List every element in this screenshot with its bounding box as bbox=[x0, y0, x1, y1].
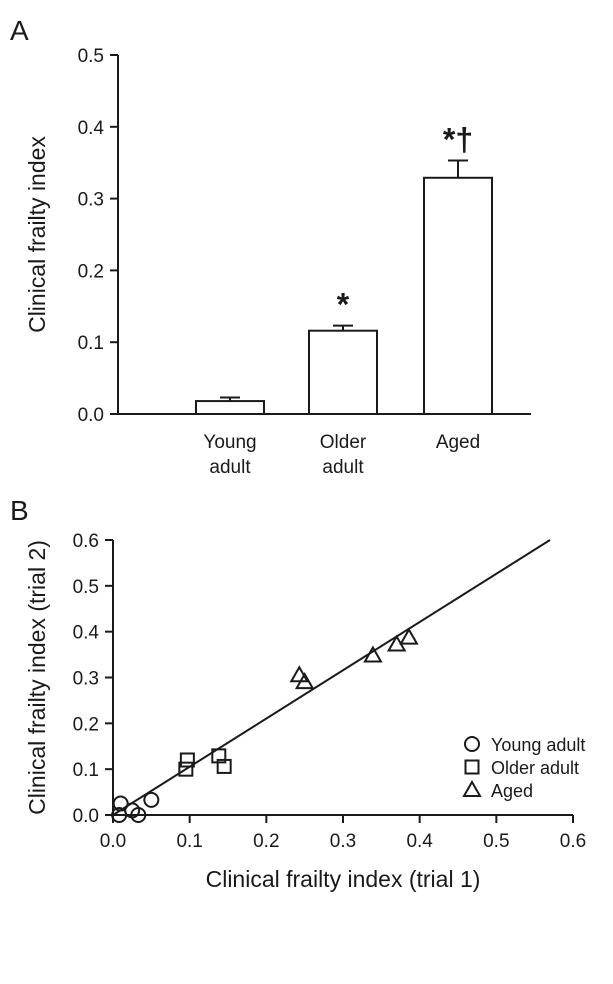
panel-b-point-triangle bbox=[289, 665, 310, 683]
panel-a-category-label-line2: adult bbox=[322, 457, 364, 478]
panel-b-x-tick-label: 0.4 bbox=[406, 831, 433, 852]
panel-b-points bbox=[111, 627, 419, 823]
panel-b-y-tick-label: 0.4 bbox=[73, 623, 100, 644]
panel-b-point-square bbox=[178, 761, 194, 777]
panel-b-axes: 0.0 0.1 0.2 0.3 0.4 0.5 0.6 0.0 0.1 0.2 0.3 0.4 0.5 0… bbox=[73, 531, 587, 852]
panel-a-y-tick-label: 0.5 bbox=[78, 46, 104, 67]
panel-a-bar bbox=[195, 400, 265, 415]
panel-b-legend-marker-square bbox=[464, 759, 480, 775]
panel-b-point-triangle bbox=[363, 645, 383, 663]
panel-b-point-square bbox=[179, 752, 195, 768]
panel-b-x-tick-label: 0.1 bbox=[176, 831, 202, 852]
panel-b-legend-label: Young adult bbox=[491, 735, 585, 755]
panel-a-category-label: Aged bbox=[436, 432, 480, 453]
panel-b-regression-line bbox=[112, 539, 551, 816]
panel-b-y-tick-label: 0.5 bbox=[73, 577, 99, 598]
panel-b-legend-marker-triangle bbox=[462, 779, 482, 797]
panel-b-point-circle bbox=[112, 795, 129, 812]
panel-b-point-triangle bbox=[294, 672, 315, 690]
panel-a-y-tick-label: 0.3 bbox=[78, 190, 104, 211]
panel-b-y-tick-label: 0.3 bbox=[73, 669, 99, 690]
panel-b-x-tick-label: 0.0 bbox=[100, 831, 126, 852]
panel-a-significance-marker: *† bbox=[443, 122, 473, 158]
panel-b-legend-label: Aged bbox=[491, 781, 533, 801]
panel-b-fit-line bbox=[112, 539, 551, 816]
panel-b-legend: Young adult Older adult Aged bbox=[462, 735, 585, 801]
panel-b-y-axis-label: Clinical frailty index (trial 2) bbox=[24, 540, 50, 815]
panel-a-category-label: Young bbox=[203, 432, 256, 453]
panel-b-point-square bbox=[211, 748, 227, 764]
panel-a-y-tick-label: 0.0 bbox=[78, 405, 104, 426]
panel-a-y-tick-label: 0.1 bbox=[78, 333, 104, 354]
panel-a-y-tick-label: 0.2 bbox=[78, 261, 104, 282]
panel-b-point-circle bbox=[143, 791, 160, 808]
panel-b-x-axis-label: Clinical frailty index (trial 1) bbox=[206, 866, 481, 892]
panel-a-bar bbox=[423, 176, 493, 415]
panel-b-x-tick-label: 0.5 bbox=[483, 831, 509, 852]
panel-a-significance-marker: * bbox=[337, 287, 350, 323]
panel-b-y-tick-label: 0.0 bbox=[73, 806, 99, 827]
panel-b-y-tick-label: 0.2 bbox=[73, 714, 99, 735]
panel-b-point-circle bbox=[130, 807, 147, 823]
panel-a-bars: Young adult Older adult * Aged *† bbox=[195, 122, 493, 478]
panel-b-label: B bbox=[10, 495, 29, 526]
panel-b-legend-label: Older adult bbox=[491, 758, 579, 778]
panel-a-bar bbox=[308, 329, 378, 416]
panel-a-bar-chart: A Clinical frailty index 0.0 0.1 0.2 0.3 0.4… bbox=[10, 15, 531, 478]
panel-a-label: A bbox=[10, 15, 29, 46]
panel-b-x-tick-label: 0.2 bbox=[253, 831, 279, 852]
panel-a-category-label-line2: adult bbox=[209, 457, 251, 478]
panel-b-legend-marker-circle bbox=[464, 736, 480, 752]
panel-a-axes: 0.0 0.1 0.2 0.3 0.4 0.5 bbox=[78, 46, 531, 426]
panel-a-y-tick-label: 0.4 bbox=[78, 118, 105, 139]
panel-b-scatter-chart: B Clinical frailty index (trial 2) Clini… bbox=[10, 495, 586, 892]
panel-b-y-tick-label: 0.1 bbox=[73, 760, 99, 781]
panel-b-x-tick-label: 0.6 bbox=[560, 831, 586, 852]
panel-b-point-triangle bbox=[399, 627, 419, 645]
panel-a-category-label: Older bbox=[320, 432, 367, 453]
panel-a-y-axis-label: Clinical frailty index bbox=[24, 136, 50, 333]
panel-b-y-tick-label: 0.6 bbox=[73, 531, 99, 552]
panel-b-point-square bbox=[216, 758, 232, 774]
panel-b-x-tick-label: 0.3 bbox=[330, 831, 356, 852]
